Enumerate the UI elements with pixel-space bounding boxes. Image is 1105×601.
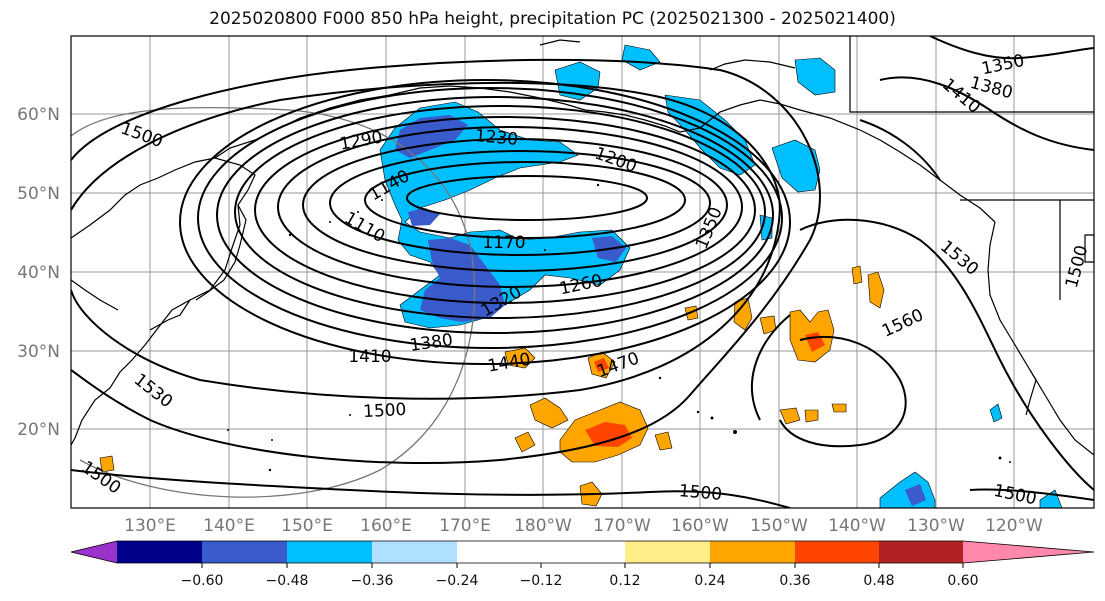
colorbar-tick-label: −0.36 — [351, 573, 394, 589]
colorbar-segment — [372, 541, 457, 563]
colorbar-segment — [795, 541, 879, 563]
lat-label: 60°N — [17, 105, 60, 125]
lon-label: 180°W — [514, 516, 572, 536]
colorbar-segment — [625, 541, 710, 563]
colorbar-segment — [202, 541, 287, 563]
contour-label: 1500 — [678, 481, 723, 505]
colorbar-tick-label: −0.48 — [266, 573, 309, 589]
lon-label: 160°W — [671, 516, 729, 536]
colorbar-segment — [117, 541, 202, 563]
lon-label: 170°W — [593, 516, 651, 536]
lon-label: 140°W — [828, 516, 886, 536]
lat-label: 30°N — [17, 342, 60, 362]
colorbar-segment — [710, 541, 795, 563]
lat-label: 20°N — [17, 420, 60, 440]
longitude-labels: 130°E 140°E 150°E 160°E 170°E 180°W 170°… — [124, 516, 1043, 536]
lon-label: 160°E — [360, 516, 412, 536]
latitude-labels: 60°N 50°N 40°N 30°N 20°N — [17, 105, 60, 440]
colorbar: −0.60 −0.48 −0.36 −0.24 −0.12 0.12 0.24 … — [70, 540, 1095, 589]
colorbar-tick-label: −0.12 — [520, 573, 563, 589]
precip-negative-shading — [379, 44, 1063, 508]
contour-label: 1500 — [363, 400, 407, 422]
lon-label: 140°E — [203, 516, 255, 536]
colorbar-right-extension — [963, 541, 1094, 563]
colorbar-tick-label: 0.36 — [779, 573, 810, 589]
contour-label: 1170 — [482, 233, 525, 253]
colorbar-segment — [287, 541, 372, 563]
map-title: 2025020800 F000 850 hPa height, precipit… — [209, 9, 896, 29]
lon-label: 170°E — [439, 516, 491, 536]
height-contours — [71, 36, 1094, 508]
contour-label: 1230 — [474, 126, 519, 150]
colorbar-left-extension — [71, 541, 117, 563]
contour-label: 1410 — [348, 347, 391, 367]
lon-label: 130°W — [907, 516, 965, 536]
colorbar-tick-label: 0.60 — [947, 573, 978, 589]
great-circle-arc — [71, 106, 476, 498]
colorbar-tick-label: −0.60 — [181, 573, 224, 589]
lon-label: 150°E — [281, 516, 333, 536]
map-frame — [70, 35, 1095, 509]
lon-label: 130°E — [124, 516, 176, 536]
colorbar-tick-label: 0.48 — [863, 573, 894, 589]
colorbar-segment — [457, 541, 541, 563]
lat-label: 50°N — [17, 184, 60, 204]
lon-label: 120°W — [985, 516, 1043, 536]
colorbar-tick-label: −0.24 — [436, 573, 479, 589]
lat-label: 40°N — [17, 263, 60, 283]
lon-label: 150°W — [750, 516, 808, 536]
island-dots — [227, 183, 1011, 472]
colorbar-tick-label: 0.24 — [694, 573, 725, 589]
colorbar-segment — [879, 541, 963, 563]
colorbar-segment — [541, 541, 625, 563]
colorbar-tick-label: 0.12 — [609, 573, 640, 589]
